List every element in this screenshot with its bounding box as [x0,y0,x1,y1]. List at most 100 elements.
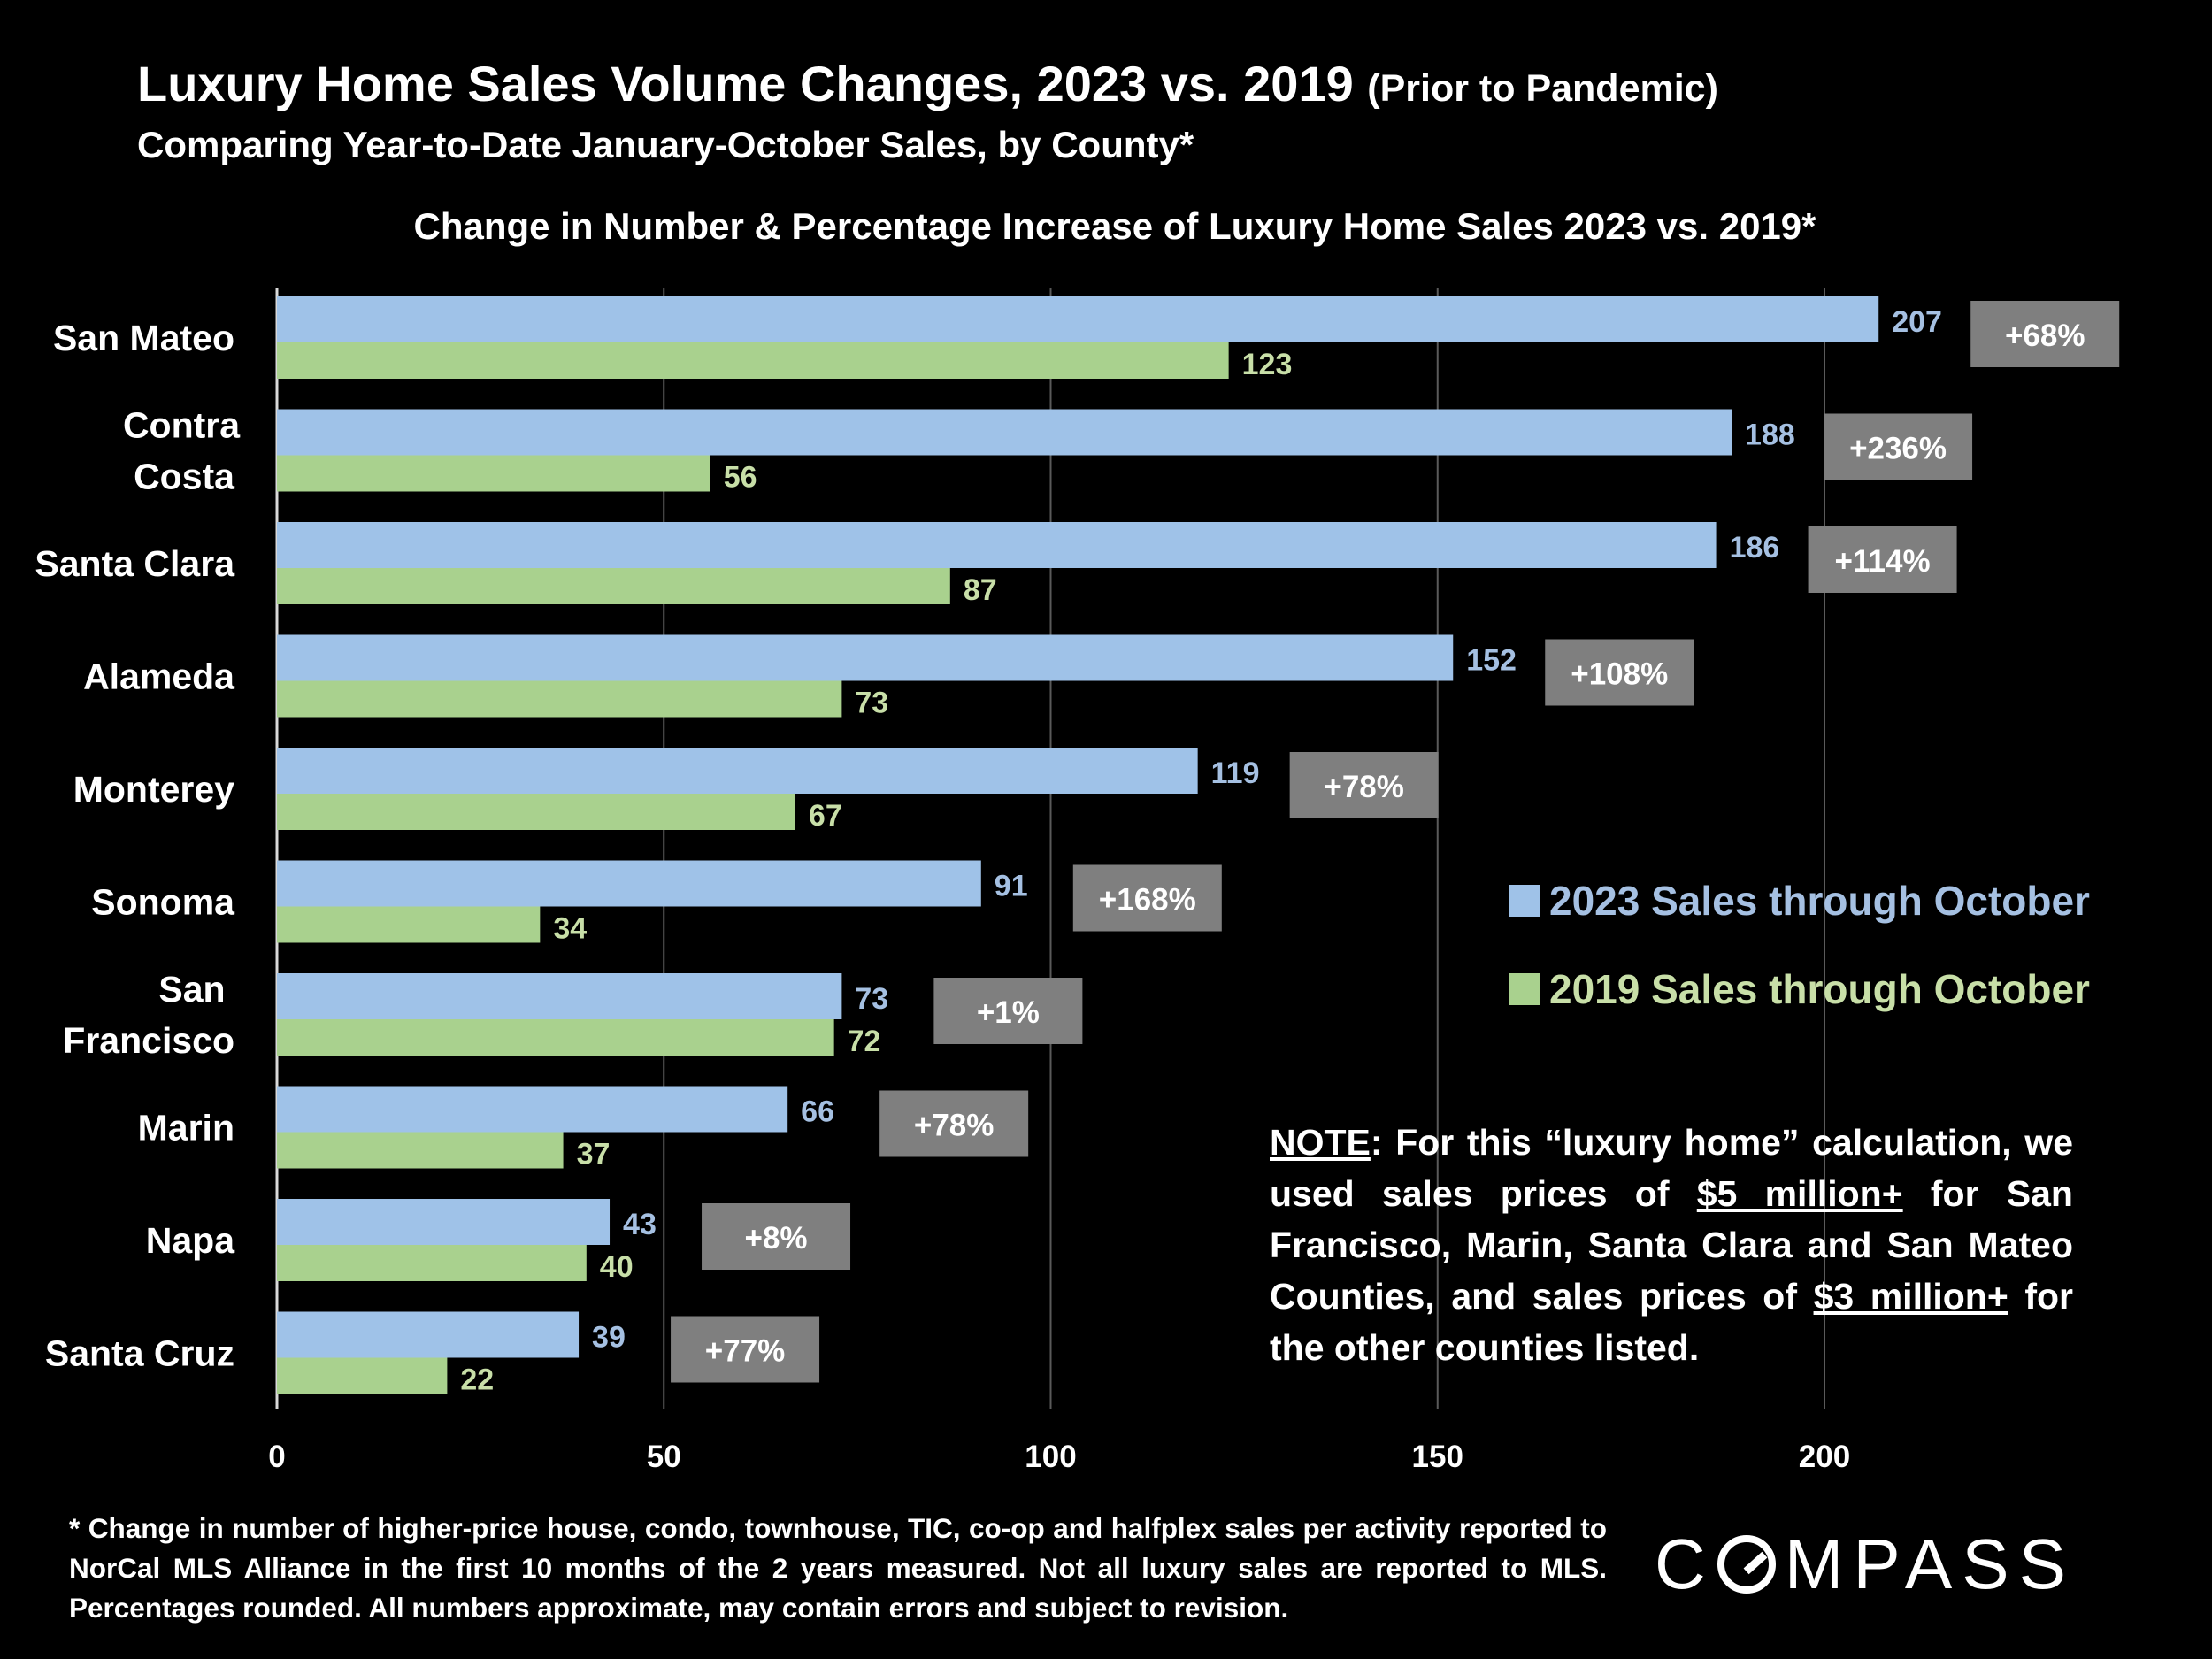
percent-change-box [671,1316,820,1383]
bar-2019 [277,794,795,830]
footnote: * Change in number of higher-price house… [69,1512,1607,1624]
bar-2019 [277,455,710,492]
value-label-2019: 87 [964,573,997,607]
page-title: Luxury Home Sales Volume Changes, 2023 v… [137,55,1718,112]
value-label-2019: 37 [577,1138,611,1171]
percent-change-box [1545,639,1694,706]
bar-2019 [277,1132,564,1169]
x-tick-label: 0 [268,1440,285,1474]
category-label: San Mateo [53,318,234,358]
value-label-2023: 207 [1892,305,1942,339]
percent-change-label: +8% [745,1221,808,1256]
value-label-2023: 186 [1730,531,1780,565]
labels: 0 50 100 150 200 207 123 +68% San Mateo 188 56 +236… [35,305,2085,1474]
note-text-3: for the other counties listed. [1270,1276,2073,1368]
value-label-2019: 40 [600,1250,634,1284]
percent-change-label: +68% [2005,319,2085,353]
bar-2023 [277,1199,611,1245]
bar-2019 [277,680,842,718]
bar-chart: 0 50 100 150 200 207 123 +68% San Mateo 188 56 +236… [35,288,2120,1474]
percent-change-box [1072,864,1222,932]
value-label-2019: 72 [848,1025,881,1058]
value-label-2019: 34 [553,912,587,946]
bar-2023 [277,973,842,1019]
percent-change-label: +236% [1849,432,1947,466]
note-label: NOTE [1270,1122,1371,1163]
percent-change-box [1970,301,2120,367]
value-label-2019: 123 [1242,348,1293,381]
x-tick-label: 150 [1412,1440,1463,1474]
category-label-line: Costa [134,457,235,497]
category-label: Santa Clara [35,543,235,584]
category-label-line: Contra [123,405,241,446]
percent-change-label: +78% [1324,770,1404,804]
category-label: Marin [138,1108,234,1148]
legend-item-2019: 2019 Sales through October [1509,964,2090,1013]
bar-2023 [277,860,981,907]
value-label-2019: 73 [855,687,888,720]
value-label-2023: 152 [1466,644,1517,678]
percent-change-label: +108% [1571,657,1668,692]
legend: 2023 Sales through October 2019 Sales th… [1509,876,2090,1053]
percent-change-label: +78% [914,1109,995,1143]
legend-label-2023: 2023 Sales through October [1549,877,2090,924]
value-label-2023: 119 [1211,757,1260,790]
value-label-2023: 188 [1745,419,1795,452]
bar-2019 [277,1357,448,1394]
bar-2023 [277,1311,580,1358]
legend-swatch-2019 [1509,972,1540,1005]
bar-2019 [277,1245,587,1281]
legend-item-2023: 2023 Sales through October [1509,876,2090,925]
x-tick-label: 100 [1025,1440,1076,1474]
logo-text-start: C [1655,1525,1716,1603]
note-threshold-3m: $3 million+ [1813,1276,2008,1317]
bar-2023 [277,409,1732,456]
logo-text-end: MPASS [1784,1525,2076,1603]
value-label-2019: 56 [724,461,757,495]
value-label-2023: 43 [623,1208,657,1241]
legend-swatch-2023 [1509,884,1540,917]
percent-change-box [933,978,1083,1044]
category-label: Monterey [73,769,234,810]
percent-change-box [1824,413,1973,480]
category-label: Contra Costa [123,405,241,497]
category-label: Alameda [83,657,235,697]
percent-change-box [1289,752,1439,818]
compass-logo: C MPASS [1655,1524,2076,1605]
percent-change-label: +77% [705,1334,786,1369]
category-label: San Francisco [63,969,234,1061]
value-label-2023: 73 [855,982,888,1016]
legend-label-2019: 2019 Sales through October [1549,965,2090,1012]
value-label-2019: 67 [809,799,842,833]
bar-2019 [277,906,541,943]
note-threshold-5m: $5 million+ [1696,1173,1903,1214]
percent-change-box [1808,526,1957,593]
x-tick-label: 50 [647,1440,681,1474]
category-label: Napa [146,1220,235,1261]
percent-change-label: +168% [1099,883,1196,918]
category-label: Sonoma [91,882,235,923]
percent-change-box [879,1090,1029,1157]
bar-2023 [277,296,1879,342]
category-label: Santa Cruz [45,1333,234,1374]
value-label-2023: 91 [995,870,1028,903]
title-main: Luxury Home Sales Volume Changes, 2023 v… [137,56,1354,111]
percent-change-box [702,1203,851,1270]
value-label-2023: 39 [592,1321,626,1355]
note-text-1: : For this “luxury home” calculation, we… [1270,1122,2073,1214]
logo-compass-icon [1717,1535,1776,1594]
note-text-2: for San Francisco, Marin, Santa Clara an… [1270,1173,2073,1317]
note-text: NOTE: For this “luxury home” calculation… [1270,1117,2073,1373]
bar-2023 [277,748,1198,794]
bar-2023 [277,1086,788,1133]
value-label-2023: 66 [801,1095,834,1129]
bar-2023 [277,522,1717,568]
bar-2019 [277,568,950,604]
category-label-line: Francisco [63,1020,234,1061]
value-label-2019: 22 [460,1363,494,1397]
percent-change-label: +1% [977,995,1040,1030]
percent-change-label: +114% [1835,544,1931,579]
chart-title: Change in Number & Percentage Increase o… [413,205,1816,247]
page-subtitle: Comparing Year-to-Date January-October S… [137,124,1194,165]
bars [277,296,2120,1394]
